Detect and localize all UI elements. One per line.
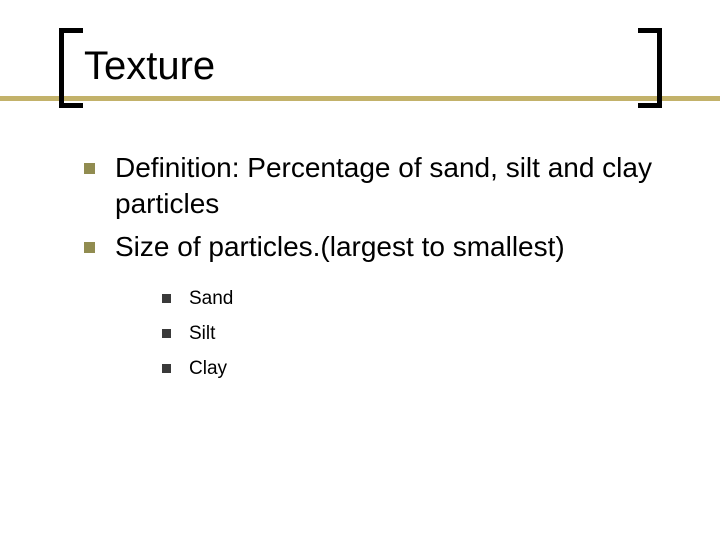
title-bracket-right [638, 28, 662, 108]
square-bullet-icon [162, 294, 171, 303]
sub-bullet-group: Sand Silt Clay [162, 287, 664, 381]
accent-line [0, 96, 720, 101]
square-bullet-icon [84, 242, 95, 253]
title-bracket-left [59, 28, 83, 108]
bullet-text: Definition: Percentage of sand, silt and… [115, 150, 664, 223]
bullet-level2: Sand [162, 287, 664, 312]
square-bullet-icon [162, 329, 171, 338]
bullet-text: Clay [189, 357, 227, 382]
bullet-text: Silt [189, 322, 215, 347]
bullet-text: Sand [189, 287, 233, 312]
bullet-level1: Size of particles.(largest to smallest) [84, 229, 664, 265]
slide-title: Texture [84, 44, 215, 89]
slide-body: Definition: Percentage of sand, silt and… [84, 150, 664, 391]
bullet-text: Size of particles.(largest to smallest) [115, 229, 565, 265]
square-bullet-icon [162, 364, 171, 373]
square-bullet-icon [84, 163, 95, 174]
bullet-level2: Clay [162, 357, 664, 382]
bullet-level2: Silt [162, 322, 664, 347]
bullet-level1: Definition: Percentage of sand, silt and… [84, 150, 664, 223]
